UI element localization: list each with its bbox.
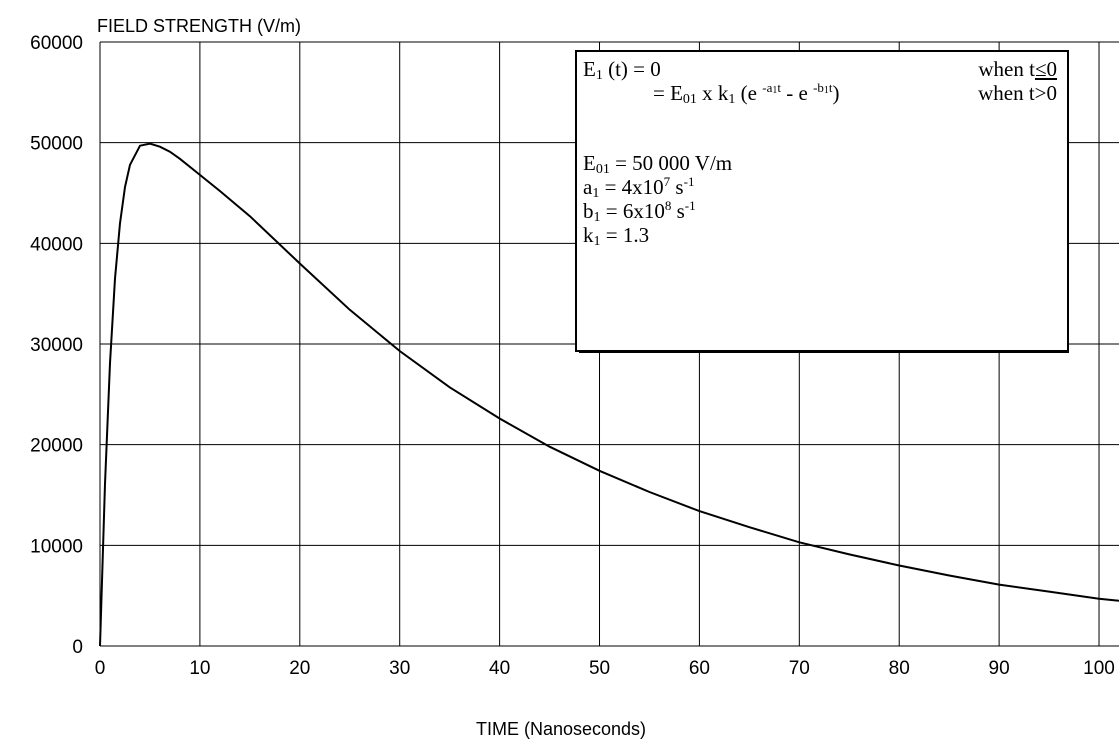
a1-value: a1 = 4x107 s-1 <box>583 174 695 201</box>
y-tick-labels: 0 10000 20000 30000 40000 50000 60000 <box>30 33 83 658</box>
x-tick-label: 30 <box>389 658 410 679</box>
y-tick-label: 20000 <box>30 436 83 457</box>
x-tick-label: 100 <box>1083 658 1115 679</box>
x-tick-label: 50 <box>589 658 610 679</box>
x-tick-label: 10 <box>189 658 210 679</box>
y-tick-label: 40000 <box>30 234 83 255</box>
condition-gt-zero: when t>0 <box>978 81 1057 105</box>
x-tick-label: 0 <box>95 658 106 679</box>
x-tick-label: 90 <box>989 658 1010 679</box>
x-tick-label: 80 <box>889 658 910 679</box>
x-axis-title: TIME (Nanoseconds) <box>476 719 646 739</box>
field-strength-curve <box>99 142 1119 647</box>
formula-line-2: = E01 x k1 (e -a1t - e -b1t) <box>653 80 840 107</box>
formula-line-1: E1 (t) = 0 <box>583 57 661 83</box>
y-tick-label: 30000 <box>30 335 83 356</box>
x-tick-label: 60 <box>689 658 710 679</box>
x-tick-label: 20 <box>289 658 310 679</box>
k1-value: k1 = 1.3 <box>583 223 650 249</box>
y-tick-label: 50000 <box>30 134 83 155</box>
y-tick-label: 60000 <box>30 33 83 54</box>
y-tick-label: 10000 <box>30 536 83 557</box>
e01-value: E01 = 50 000 V/m <box>583 151 733 177</box>
y-tick-label: 0 <box>72 637 83 658</box>
y-axis-title: FIELD STRENGTH (V/m) <box>97 16 301 36</box>
condition-le-zero: when t≤0 <box>978 57 1057 81</box>
x-tick-label: 70 <box>789 658 810 679</box>
b1-value: b1 = 6x108 s-1 <box>583 198 696 225</box>
x-tick-label: 40 <box>489 658 510 679</box>
x-tick-labels: 0 10 20 30 40 50 60 70 80 90 100 <box>95 658 1115 679</box>
formula-box: E1 (t) = 0 when t≤0 = E01 x k1 (e -a1t -… <box>575 50 1069 353</box>
